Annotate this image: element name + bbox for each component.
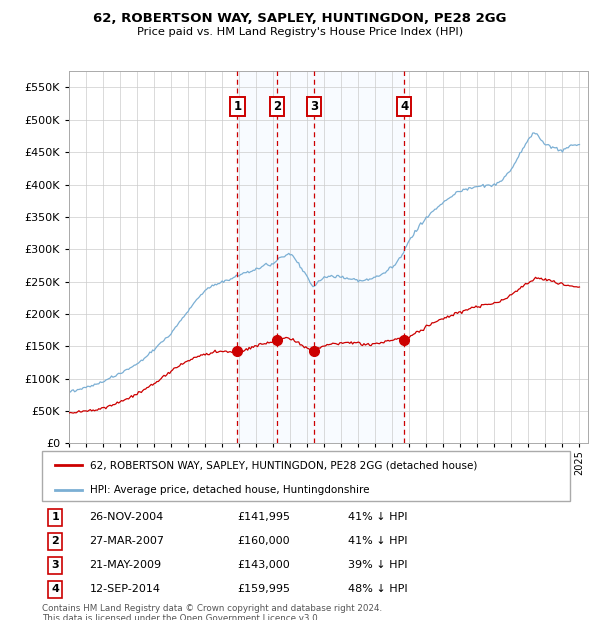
Text: 41% ↓ HPI: 41% ↓ HPI bbox=[348, 512, 408, 522]
Text: 3: 3 bbox=[52, 560, 59, 570]
Text: 1: 1 bbox=[233, 100, 242, 113]
Text: HPI: Average price, detached house, Huntingdonshire: HPI: Average price, detached house, Hunt… bbox=[89, 485, 369, 495]
Text: 39% ↓ HPI: 39% ↓ HPI bbox=[348, 560, 408, 570]
Text: 4: 4 bbox=[51, 585, 59, 595]
Text: 2: 2 bbox=[52, 536, 59, 546]
Text: 1: 1 bbox=[52, 512, 59, 522]
Text: £141,995: £141,995 bbox=[238, 512, 290, 522]
Text: 3: 3 bbox=[310, 100, 318, 113]
Text: 48% ↓ HPI: 48% ↓ HPI bbox=[348, 585, 408, 595]
Text: 4: 4 bbox=[400, 100, 409, 113]
Text: Price paid vs. HM Land Registry's House Price Index (HPI): Price paid vs. HM Land Registry's House … bbox=[137, 27, 463, 37]
Text: 62, ROBERTSON WAY, SAPLEY, HUNTINGDON, PE28 2GG (detached house): 62, ROBERTSON WAY, SAPLEY, HUNTINGDON, P… bbox=[89, 460, 477, 470]
Text: 12-SEP-2014: 12-SEP-2014 bbox=[89, 585, 161, 595]
Text: 2: 2 bbox=[273, 100, 281, 113]
Text: £143,000: £143,000 bbox=[238, 560, 290, 570]
Text: 21-MAY-2009: 21-MAY-2009 bbox=[89, 560, 161, 570]
Text: 41% ↓ HPI: 41% ↓ HPI bbox=[348, 536, 408, 546]
Text: 27-MAR-2007: 27-MAR-2007 bbox=[89, 536, 164, 546]
Text: £160,000: £160,000 bbox=[238, 536, 290, 546]
Text: 26-NOV-2004: 26-NOV-2004 bbox=[89, 512, 164, 522]
Text: 62, ROBERTSON WAY, SAPLEY, HUNTINGDON, PE28 2GG: 62, ROBERTSON WAY, SAPLEY, HUNTINGDON, P… bbox=[93, 12, 507, 25]
Text: Contains HM Land Registry data © Crown copyright and database right 2024.
This d: Contains HM Land Registry data © Crown c… bbox=[42, 604, 382, 620]
FancyBboxPatch shape bbox=[42, 451, 570, 501]
Bar bbox=[238, 71, 404, 443]
Text: £159,995: £159,995 bbox=[238, 585, 290, 595]
